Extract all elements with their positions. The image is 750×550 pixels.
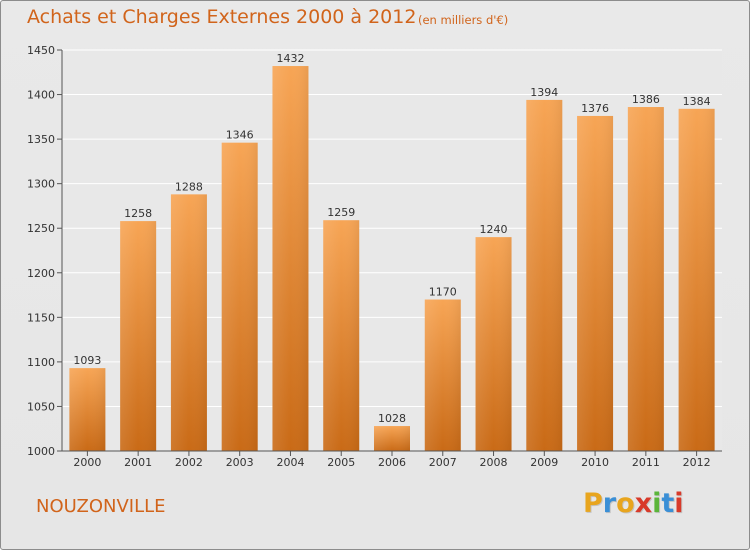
bar-shade (272, 66, 309, 451)
value-label: 1259 (327, 206, 355, 219)
x-tick-label: 2002 (175, 456, 203, 469)
value-label: 1394 (530, 86, 558, 99)
logo-letter: r (602, 488, 617, 519)
bars: 1093 1258 1288 1346 1432 1259 1028 1170 1240 1394… (69, 52, 715, 452)
y-tick-label: 1400 (27, 89, 55, 102)
x-tick-label: 2003 (226, 456, 254, 469)
y-tick-label: 1050 (27, 400, 55, 413)
bar-shade (323, 220, 360, 451)
bar-shade (170, 194, 207, 452)
value-label: 1386 (632, 93, 660, 106)
logo-letter: P (583, 488, 603, 519)
x-tick-label: 2009 (530, 456, 558, 469)
logo-letter: i (674, 488, 684, 519)
bar-shade (475, 237, 512, 451)
commune-name: NOUZONVILLE (36, 496, 166, 517)
y-axis: 1000 1050 1100 1150 1200 1250 1300 1350 1400 1450 (27, 44, 63, 458)
logo-letter: i (652, 488, 662, 519)
x-tick-label: 2005 (327, 456, 355, 469)
value-label: 1028 (378, 412, 406, 425)
y-tick-label: 1300 (27, 178, 55, 191)
value-label: 1288 (175, 180, 203, 193)
plot-area (62, 50, 722, 451)
x-axis: 2000 2001 2002 2003 2004 2005 2006 2007 2008 2009… (62, 450, 722, 469)
bar-shade (221, 142, 258, 452)
bar-shade (120, 221, 157, 451)
logo-letter: o (616, 488, 635, 519)
x-tick-label: 2008 (480, 456, 508, 469)
logo-letter: t (661, 488, 675, 519)
x-tick-label: 2012 (683, 456, 711, 469)
y-tick-label: 1250 (27, 222, 55, 235)
value-label: 1258 (124, 207, 152, 220)
bar-shade (627, 107, 664, 451)
x-tick-label: 2007 (429, 456, 457, 469)
bar-shade (526, 99, 563, 451)
value-label: 1240 (480, 223, 508, 236)
chart-title: Achats et Charges Externes 2000 à 2012 (27, 6, 417, 28)
y-tick-label: 1450 (27, 44, 55, 57)
x-tick-label: 2001 (124, 456, 152, 469)
y-tick-label: 1000 (27, 445, 55, 458)
x-tick-label: 2000 (73, 456, 101, 469)
bar-shade (69, 368, 106, 451)
proxiti-logo: Proxiti (583, 488, 684, 519)
bar-shade (678, 108, 715, 452)
value-label: 1384 (683, 95, 711, 108)
y-tick-label: 1350 (27, 133, 55, 146)
bar-shade (577, 115, 614, 451)
value-label: 1170 (429, 286, 457, 299)
y-tick-label: 1200 (27, 267, 55, 280)
value-label: 1093 (73, 354, 101, 367)
x-tick-label: 2004 (276, 456, 304, 469)
bar-shade (374, 426, 410, 451)
x-tick-label: 2011 (632, 456, 660, 469)
value-label: 1376 (581, 102, 609, 115)
x-tick-label: 2010 (581, 456, 609, 469)
chart-subtitle: (en milliers d'€) (418, 13, 509, 27)
logo-letter: x (634, 488, 653, 519)
bar-shade (424, 299, 461, 451)
y-tick-label: 1100 (27, 356, 55, 369)
y-tick-label: 1150 (27, 311, 55, 324)
x-tick-label: 2006 (378, 456, 406, 469)
value-label: 1346 (226, 129, 254, 142)
value-label: 1432 (276, 52, 304, 65)
